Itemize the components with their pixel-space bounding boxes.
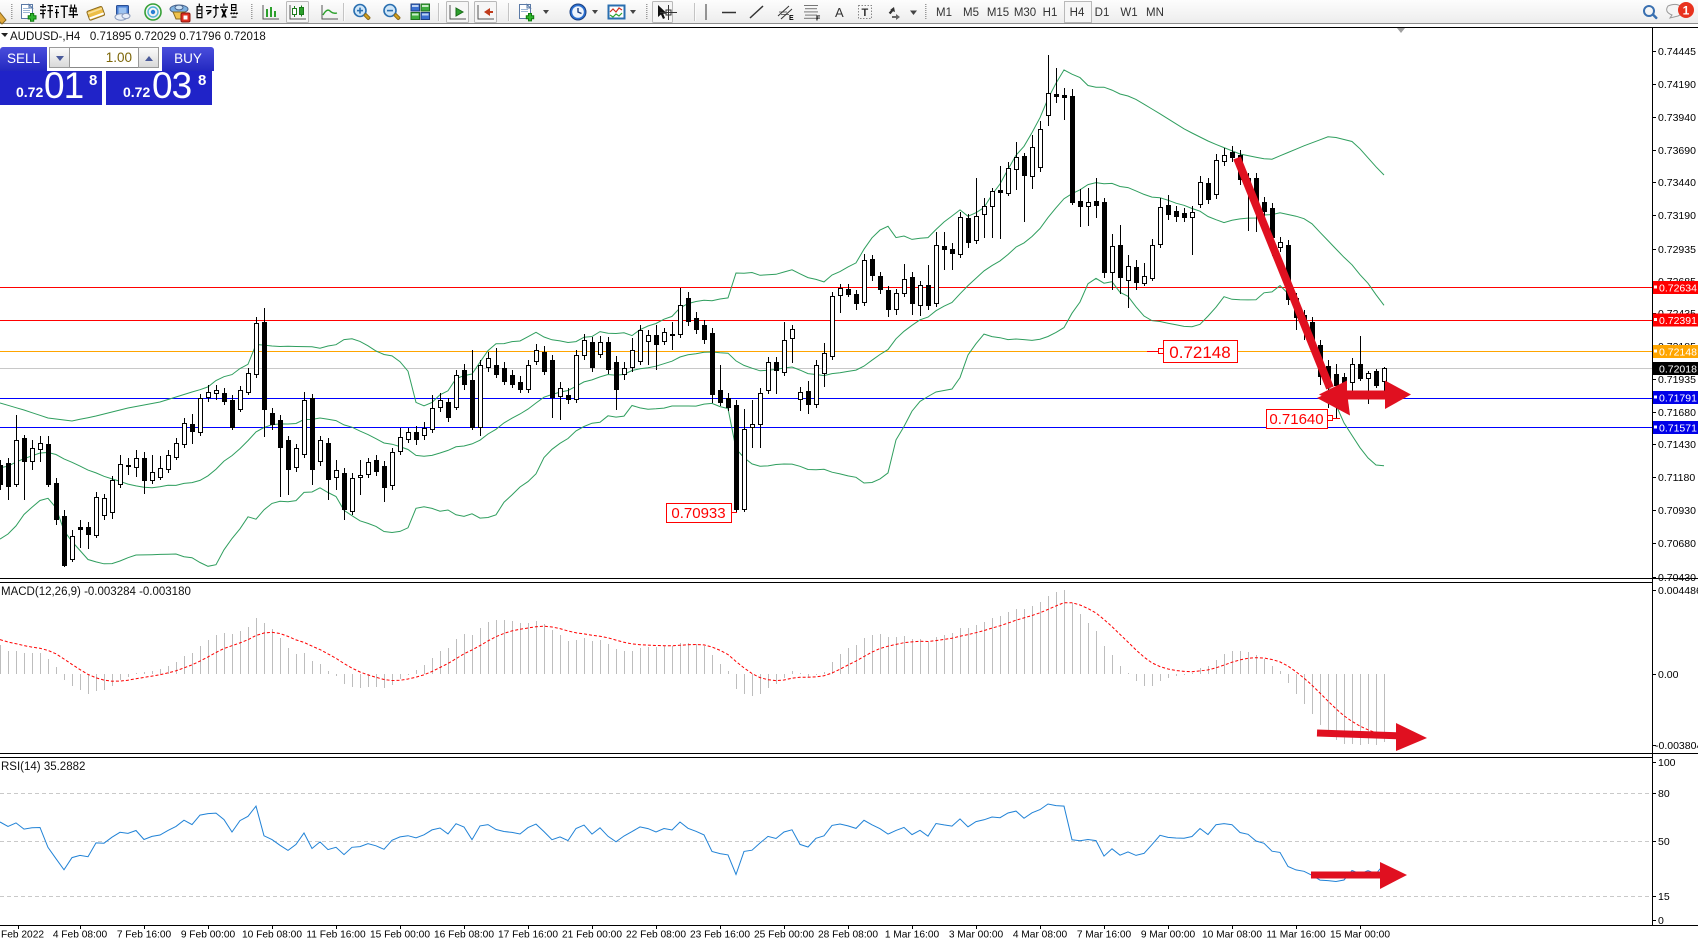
svg-text:M15: M15: [987, 7, 1009, 19]
svg-text:E: E: [789, 15, 794, 22]
svg-text:9 Mar 00:00: 9 Mar 00:00: [1141, 930, 1196, 941]
svg-text:T: T: [862, 7, 869, 19]
svg-text:0.70933: 0.70933: [671, 505, 725, 522]
svg-text:0.71791: 0.71791: [1659, 392, 1697, 404]
svg-text:22 Feb 08:00: 22 Feb 08:00: [626, 930, 686, 941]
svg-text:0.71180: 0.71180: [1658, 472, 1695, 484]
svg-text:0.71680: 0.71680: [1658, 407, 1696, 419]
svg-text:MN: MN: [1146, 7, 1164, 19]
svg-text:0.72148: 0.72148: [1659, 346, 1697, 358]
svg-text:7 Feb 16:00: 7 Feb 16:00: [117, 930, 172, 941]
svg-text:0.72634: 0.72634: [1659, 282, 1697, 294]
svg-text:0.70680: 0.70680: [1658, 538, 1696, 550]
svg-text:0.74190: 0.74190: [1658, 79, 1696, 91]
svg-text:10 Mar 08:00: 10 Mar 08:00: [1202, 930, 1262, 941]
svg-text:100: 100: [1658, 757, 1676, 769]
svg-text:11 Mar 16:00: 11 Mar 16:00: [1266, 930, 1326, 941]
svg-text:0.72935: 0.72935: [1658, 244, 1696, 256]
svg-text:11 Feb 16:00: 11 Feb 16:00: [306, 930, 366, 941]
svg-text:0: 0: [1658, 915, 1664, 927]
svg-text:15: 15: [1658, 891, 1670, 903]
svg-text:17 Feb 16:00: 17 Feb 16:00: [498, 930, 558, 941]
svg-text:0.73690: 0.73690: [1658, 145, 1696, 157]
svg-text:3 Mar 00:00: 3 Mar 00:00: [949, 930, 1004, 941]
svg-text:0.00: 0.00: [1658, 669, 1679, 681]
svg-text:4 Feb 08:00: 4 Feb 08:00: [53, 930, 108, 941]
svg-text:16 Feb 08:00: 16 Feb 08:00: [434, 930, 494, 941]
svg-text:RSI(14) 35.2882: RSI(14) 35.2882: [1, 761, 85, 773]
svg-text:0.73940: 0.73940: [1658, 112, 1696, 124]
svg-text:10 Feb 08:00: 10 Feb 08:00: [242, 930, 302, 941]
svg-text:0.72391: 0.72391: [1659, 315, 1697, 327]
svg-text:9 Feb 00:00: 9 Feb 00:00: [181, 930, 236, 941]
svg-text:15 Feb 00:00: 15 Feb 00:00: [370, 930, 430, 941]
svg-text:H4: H4: [1070, 7, 1085, 19]
svg-text:28 Feb 08:00: 28 Feb 08:00: [818, 930, 878, 941]
svg-text:21 Feb 00:00: 21 Feb 00:00: [562, 930, 622, 941]
svg-text:4 Mar 08:00: 4 Mar 08:00: [1013, 930, 1068, 941]
svg-text:M30: M30: [1014, 7, 1036, 19]
svg-text:1 Mar 16:00: 1 Mar 16:00: [885, 930, 940, 941]
svg-text:7 Mar 16:00: 7 Mar 16:00: [1077, 930, 1132, 941]
svg-text:1: 1: [1683, 4, 1690, 18]
svg-text:0.71430: 0.71430: [1658, 439, 1696, 451]
svg-text:50: 50: [1658, 836, 1670, 848]
svg-text:15 Mar 00:00: 15 Mar 00:00: [1330, 930, 1390, 941]
svg-text:M5: M5: [963, 7, 979, 19]
svg-text:F: F: [816, 16, 821, 23]
svg-text:0.71571: 0.71571: [1659, 422, 1697, 434]
svg-text:0.73440: 0.73440: [1658, 177, 1696, 189]
svg-text:23 Feb 16:00: 23 Feb 16:00: [690, 930, 750, 941]
svg-text:0.004486: 0.004486: [1658, 585, 1698, 597]
svg-text:25 Feb 00:00: 25 Feb 00:00: [754, 930, 814, 941]
svg-text:AUDUSD-,H4 0.71895 0.72029 0: AUDUSD-,H4 0.71895 0.72029 0.71796 0.720…: [10, 31, 266, 43]
svg-text:H1: H1: [1043, 7, 1058, 19]
svg-text:-0.003804: -0.003804: [1655, 740, 1698, 752]
svg-text:Feb 2022: Feb 2022: [1, 930, 44, 941]
svg-text:0.74445: 0.74445: [1658, 46, 1696, 58]
svg-text:D1: D1: [1095, 7, 1110, 19]
svg-text:A: A: [835, 5, 844, 20]
svg-text:W1: W1: [1120, 7, 1137, 19]
svg-text:0.70430: 0.70430: [1658, 572, 1696, 584]
svg-text:0.70930: 0.70930: [1658, 505, 1696, 517]
svg-text:0.72018: 0.72018: [1659, 363, 1697, 375]
svg-text:0.73190: 0.73190: [1658, 210, 1696, 222]
svg-text:0.71640: 0.71640: [1269, 411, 1323, 428]
svg-text:0.72148: 0.72148: [1169, 343, 1230, 362]
svg-text:M1: M1: [936, 7, 952, 19]
svg-text:80: 80: [1658, 788, 1670, 800]
svg-text:0.71935: 0.71935: [1658, 374, 1696, 386]
svg-text:MACD(12,26,9) -0.003284 -0.003: MACD(12,26,9) -0.003284 -0.003180: [1, 586, 191, 598]
